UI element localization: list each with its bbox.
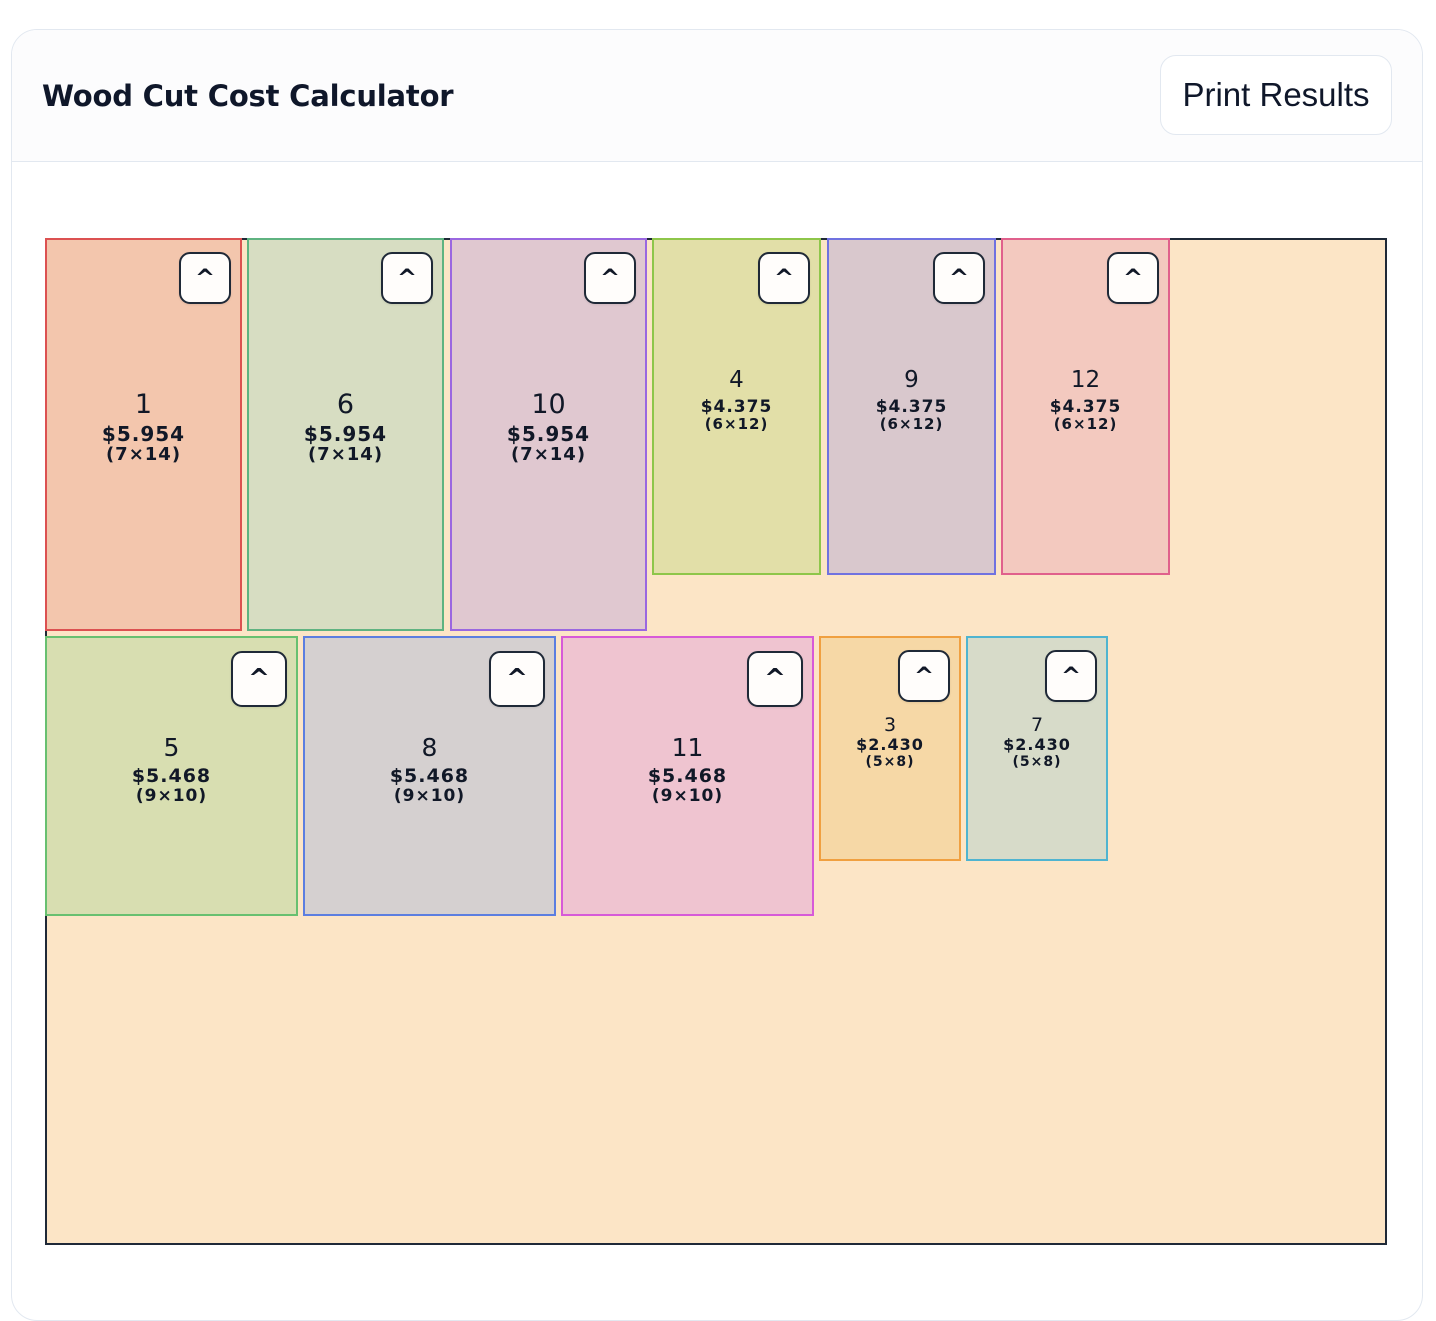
piece-number: 12: [1070, 367, 1101, 394]
piece-number: 5: [163, 733, 180, 763]
piece-dimensions: (7×14): [307, 444, 384, 466]
piece-number: 8: [421, 733, 438, 763]
rotate-button[interactable]: ^: [584, 252, 636, 304]
piece-dimensions: (6×12): [1053, 414, 1118, 433]
cut-piece-1[interactable]: 1 $5.954 (7×14) ^: [45, 238, 242, 631]
card-header: Wood Cut Cost Calculator Print Results: [12, 30, 1422, 162]
piece-price: $2.430: [1003, 735, 1071, 755]
piece-price: $5.468: [389, 764, 470, 787]
piece-number: 4: [729, 367, 744, 394]
piece-number: 3: [883, 713, 897, 736]
piece-dimensions: (9×10): [135, 785, 208, 806]
piece-dimensions: (6×12): [879, 414, 944, 433]
print-results-button[interactable]: Print Results: [1160, 55, 1392, 135]
piece-number: 9: [904, 367, 919, 394]
rotate-button[interactable]: ^: [758, 252, 810, 304]
cut-piece-5[interactable]: 5 $5.468 (9×10) ^: [45, 636, 298, 916]
cut-piece-10[interactable]: 10 $5.954 (7×14) ^: [450, 238, 647, 631]
cut-piece-9[interactable]: 9 $4.375 (6×12) ^: [827, 238, 996, 575]
piece-dimensions: (7×14): [510, 444, 587, 466]
piece-price: $5.468: [131, 764, 212, 787]
cut-piece-11[interactable]: 11 $5.468 (9×10) ^: [561, 636, 814, 916]
piece-dimensions: (7×14): [105, 444, 182, 466]
piece-dimensions: (9×10): [393, 785, 466, 806]
piece-price: $4.375: [700, 396, 773, 417]
cut-piece-4[interactable]: 4 $4.375 (6×12) ^: [652, 238, 821, 575]
piece-price: $5.954: [303, 422, 388, 446]
piece-number: 7: [1030, 713, 1044, 736]
rotate-button[interactable]: ^: [489, 651, 545, 707]
rotate-button[interactable]: ^: [1107, 252, 1159, 304]
cut-board: 1 $5.954 (7×14) ^ 6 $5.954 (7×14) ^ 10 $5.954 (7×1…: [45, 238, 1387, 1245]
piece-price: $4.375: [875, 396, 948, 417]
rotate-button[interactable]: ^: [381, 252, 433, 304]
piece-number: 10: [531, 389, 566, 421]
piece-price: $5.954: [101, 422, 186, 446]
cut-piece-3[interactable]: 3 $2.430 (5×8) ^: [819, 636, 961, 861]
piece-number: 6: [336, 389, 355, 421]
piece-number: 11: [671, 733, 704, 763]
rotate-button[interactable]: ^: [933, 252, 985, 304]
rotate-button[interactable]: ^: [1045, 650, 1097, 702]
cut-piece-12[interactable]: 12 $4.375 (6×12) ^: [1001, 238, 1170, 575]
rotate-button[interactable]: ^: [231, 651, 287, 707]
rotate-button[interactable]: ^: [179, 252, 231, 304]
rotate-button[interactable]: ^: [898, 650, 950, 702]
page-title: Wood Cut Cost Calculator: [42, 79, 454, 113]
cut-piece-6[interactable]: 6 $5.954 (7×14) ^: [247, 238, 444, 631]
piece-price: $5.468: [647, 764, 728, 787]
cut-piece-8[interactable]: 8 $5.468 (9×10) ^: [303, 636, 556, 916]
piece-dimensions: (6×12): [704, 414, 769, 433]
piece-dimensions: (9×10): [651, 785, 724, 806]
piece-dimensions: (5×8): [865, 754, 915, 771]
piece-number: 1: [134, 389, 153, 421]
cut-piece-7[interactable]: 7 $2.430 (5×8) ^: [966, 636, 1108, 861]
piece-price: $2.430: [856, 735, 924, 755]
piece-price: $5.954: [506, 422, 591, 446]
rotate-button[interactable]: ^: [747, 651, 803, 707]
piece-dimensions: (5×8): [1012, 754, 1062, 771]
piece-price: $4.375: [1049, 396, 1122, 417]
